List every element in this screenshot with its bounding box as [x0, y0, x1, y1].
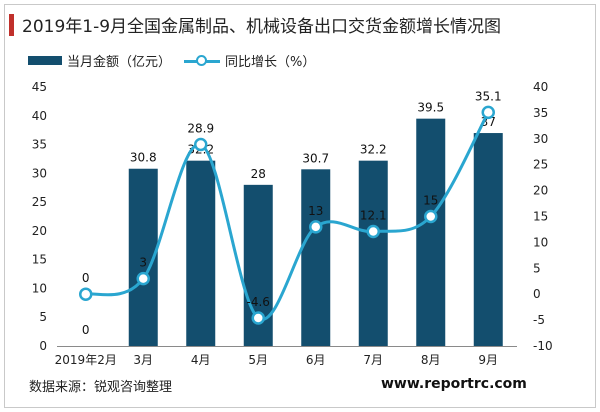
x-tick-label: 4月	[191, 353, 211, 367]
y-right-tick-label: 30	[533, 132, 548, 146]
growth-series-line	[85, 111, 490, 321]
y-right-tick-label: 15	[533, 210, 548, 224]
y-left-tick-label: 5	[39, 310, 47, 324]
legend-label-growth: 同比增长（%）	[225, 55, 316, 70]
growth-value-label: 13	[308, 204, 323, 218]
y-right-tick-label: 40	[533, 80, 548, 94]
y-right-tick-label: -10	[533, 339, 553, 353]
y-right-tick-label: 5	[533, 261, 541, 275]
y-left-tick-label: 10	[32, 281, 47, 295]
x-tick-label: 6月	[306, 353, 326, 367]
y-left-tick-label: 40	[32, 109, 47, 123]
y-left-tick-label: 20	[32, 224, 47, 238]
bar	[186, 160, 216, 346]
bar-value-label: 32.2	[360, 143, 387, 157]
website-link[interactable]: www.reportrc.com	[381, 376, 527, 392]
growth-value-label: 35.1	[475, 89, 502, 103]
bar	[416, 118, 446, 347]
bar	[473, 133, 503, 346]
growth-value-label: 28.9	[187, 121, 214, 135]
y-right-tick-label: 10	[533, 235, 548, 249]
legend-label-amount: 当月金额（亿元）	[67, 55, 172, 70]
chart-title: 2019年1-9月全国金属制品、机械设备出口交货金额增长情况图	[22, 17, 502, 37]
legend-line-marker-icon	[184, 54, 220, 67]
x-tick-label: 7月	[363, 353, 383, 367]
y-right-tick-label: 35	[533, 106, 548, 120]
bar	[301, 169, 331, 346]
legend-item-growth: 同比增长（%）	[184, 51, 315, 70]
bar-value-label: 30.8	[130, 151, 157, 165]
growth-point	[481, 105, 495, 120]
growth-point	[79, 287, 93, 301]
y-left-tick-label: 30	[32, 166, 47, 180]
y-left-tick-label: 35	[32, 138, 47, 152]
growth-value-label: 3	[139, 256, 147, 270]
x-tick-label: 2019年2月	[55, 353, 117, 367]
y-left-tick-label: 45	[32, 80, 47, 94]
data-source: 数据来源：锐观咨询整理	[29, 380, 173, 395]
legend-bar-swatch-icon	[28, 56, 62, 65]
y-left-tick-label: 0	[39, 339, 47, 353]
growth-value-label: 0	[82, 271, 90, 285]
y-right-tick-label: 0	[533, 287, 541, 301]
growth-value-label: -4.6	[247, 295, 270, 309]
x-tick-label: 3月	[133, 353, 153, 367]
growth-point	[424, 209, 438, 224]
growth-value-label: 12.1	[360, 209, 387, 223]
bar-value-label: 39.5	[417, 101, 444, 115]
growth-point	[366, 224, 380, 239]
x-tick-label: 9月	[478, 353, 498, 367]
growth-value-label: 15	[423, 194, 438, 208]
x-tick-label: 8月	[421, 353, 441, 367]
y-right-tick-label: -5	[533, 313, 545, 327]
y-right-tick-label: 25	[533, 158, 548, 172]
legend-item-amount: 当月金额（亿元）	[28, 51, 171, 70]
growth-point	[136, 271, 150, 286]
bar-value-label: 0	[82, 323, 90, 337]
x-tick-label: 5月	[248, 353, 268, 367]
growth-point	[251, 311, 265, 325]
bar-value-label: 28	[251, 167, 266, 181]
growth-point	[194, 137, 208, 152]
y-right-tick-label: 20	[533, 184, 548, 198]
y-left-tick-label: 25	[32, 195, 47, 209]
title-accent-bar	[9, 14, 14, 36]
y-left-tick-label: 15	[32, 253, 47, 267]
bar	[358, 160, 388, 346]
bar-value-label: 30.7	[302, 151, 329, 165]
growth-point	[309, 220, 323, 234]
